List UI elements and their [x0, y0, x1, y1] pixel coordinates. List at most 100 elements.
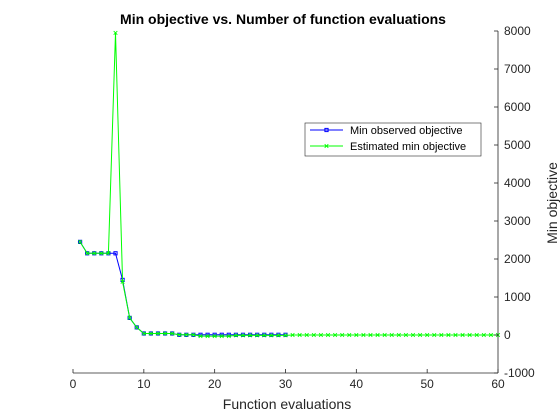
series-estimated-min-objective	[77, 30, 501, 339]
data-point-min-observed-objective	[247, 332, 253, 337]
data-point-estimated-min-objective	[474, 332, 479, 338]
data-point-estimated-min-objective	[481, 332, 486, 338]
data-point-estimated-min-objective	[255, 333, 260, 338]
x-tick-label: 50	[420, 377, 434, 391]
data-point-estimated-min-objective	[410, 332, 416, 338]
data-point-estimated-min-objective	[439, 332, 444, 338]
data-point-estimated-min-objective	[92, 251, 97, 256]
data-point-estimated-min-objective	[382, 332, 387, 338]
data-point-estimated-min-objective-stroke	[354, 332, 359, 338]
data-point-estimated-min-objective-stroke	[340, 332, 345, 338]
data-point-estimated-min-objective-stroke	[177, 332, 182, 337]
data-point-estimated-min-objective	[297, 332, 302, 338]
data-point-estimated-min-objective-stroke	[332, 332, 338, 338]
data-point-estimated-min-objective-stroke	[311, 332, 316, 338]
data-point-estimated-min-objective-stroke	[99, 251, 104, 256]
y-tick-label: -1000	[504, 366, 535, 380]
data-point-estimated-min-objective	[262, 333, 267, 338]
data-point-estimated-min-objective-stroke	[134, 325, 139, 330]
legend-entry-estimated-min-objective: Estimated min objective	[310, 141, 466, 153]
data-point-estimated-min-objective	[332, 332, 338, 338]
x-axis: 0 10 20 30 40 50 60	[70, 369, 505, 391]
data-point-estimated-min-objective	[212, 334, 217, 339]
data-point-estimated-min-objective	[488, 332, 494, 338]
data-point-estimated-min-objective-stroke	[233, 333, 239, 338]
y-axis-label: Min objective	[544, 162, 560, 244]
data-point-min-observed-objective	[269, 332, 274, 337]
data-point-estimated-min-objective	[403, 332, 409, 338]
data-point-estimated-min-objective	[240, 333, 246, 338]
series-line-estimated-min-objective	[79, 32, 498, 337]
data-point-estimated-min-objective	[184, 332, 189, 337]
data-point-estimated-min-objective	[219, 334, 224, 339]
data-point-estimated-min-objective-stroke	[255, 333, 260, 338]
data-point-estimated-min-objective-stroke	[382, 332, 387, 338]
data-point-estimated-min-objective-stroke	[141, 331, 146, 336]
legend-label-min-observed-objective: Min observed objective	[350, 125, 463, 137]
data-point-estimated-min-objective-stroke	[120, 279, 125, 284]
data-point-estimated-min-objective	[85, 251, 90, 256]
data-point-estimated-min-objective-stroke	[347, 332, 352, 338]
data-point-estimated-min-objective-stroke	[425, 332, 430, 338]
data-point-estimated-min-objective-stroke	[304, 332, 309, 338]
legend-box	[304, 122, 482, 157]
y-tick-label: 7000	[504, 62, 531, 76]
data-point-estimated-min-objective-stroke	[417, 332, 423, 338]
data-point-min-observed-objective	[233, 332, 239, 337]
data-point-estimated-min-objective	[389, 332, 394, 338]
data-point-estimated-min-objective	[120, 279, 125, 284]
data-point-estimated-min-objective-stroke	[481, 332, 486, 338]
data-point-estimated-min-objective-stroke	[240, 333, 246, 338]
data-point-estimated-min-objective-stroke	[368, 332, 373, 338]
data-point-estimated-min-objective	[354, 332, 359, 338]
data-point-estimated-min-objective-stroke	[403, 332, 409, 338]
data-point-estimated-min-objective-stroke	[205, 334, 210, 339]
legend: Min observed objective Estimated min obje…	[304, 122, 482, 157]
data-point-estimated-min-objective-stroke	[325, 332, 331, 338]
data-point-estimated-min-objective-stroke	[162, 331, 168, 336]
data-point-estimated-min-objective-stroke	[439, 332, 444, 338]
data-point-estimated-min-objective	[155, 331, 161, 336]
data-point-estimated-min-objective-stroke	[247, 333, 253, 338]
data-point-estimated-min-objective-stroke	[453, 332, 458, 338]
data-point-estimated-min-objective-stroke	[488, 332, 494, 338]
y-tick-label: 6000	[504, 100, 531, 114]
y-tick-label: 8000	[504, 24, 531, 38]
data-point-estimated-min-objective	[311, 332, 316, 338]
data-point-estimated-min-objective-stroke	[77, 239, 83, 245]
data-point-min-observed-objective	[255, 332, 260, 337]
data-point-estimated-min-objective	[141, 331, 146, 336]
data-point-estimated-min-objective-stroke	[297, 332, 302, 338]
data-point-estimated-min-objective	[417, 332, 423, 338]
data-point-estimated-min-objective-stroke	[262, 333, 267, 338]
data-point-estimated-min-objective-stroke	[460, 332, 465, 338]
data-point-estimated-min-objective	[226, 334, 231, 339]
data-point-estimated-min-objective-stroke	[446, 332, 451, 338]
legend-entries: Min observed objective Estimated min obje…	[310, 125, 466, 153]
data-point-estimated-min-objective	[318, 332, 324, 338]
data-point-estimated-min-objective-stroke	[361, 332, 366, 338]
data-point-estimated-min-objective	[425, 332, 430, 338]
data-point-estimated-min-objective-stroke	[276, 333, 281, 338]
data-point-estimated-min-objective-stroke	[389, 332, 394, 338]
data-point-estimated-min-objective	[269, 333, 274, 338]
data-point-estimated-min-objective-stroke	[318, 332, 324, 338]
data-point-min-observed-objective	[134, 325, 139, 330]
data-point-estimated-min-objective-stroke	[170, 331, 175, 336]
data-point-estimated-min-objective-stroke	[191, 332, 196, 337]
data-point-estimated-min-objective	[191, 332, 196, 337]
plot-area	[77, 30, 501, 339]
data-point-estimated-min-objective-stroke	[375, 332, 380, 338]
data-point-estimated-min-objective	[290, 332, 295, 338]
data-point-estimated-min-objective	[134, 325, 139, 330]
data-point-estimated-min-objective	[106, 251, 111, 256]
data-point-estimated-min-objective-stroke	[113, 30, 118, 36]
y-tick-label: 5000	[504, 138, 531, 152]
data-point-estimated-min-objective	[205, 334, 210, 339]
data-point-estimated-min-objective-stroke	[410, 332, 416, 338]
y-tick-label: 4000	[504, 176, 531, 190]
data-point-estimated-min-objective	[396, 332, 401, 338]
data-point-estimated-min-objective	[99, 251, 104, 256]
data-point-estimated-min-objective	[77, 239, 83, 245]
